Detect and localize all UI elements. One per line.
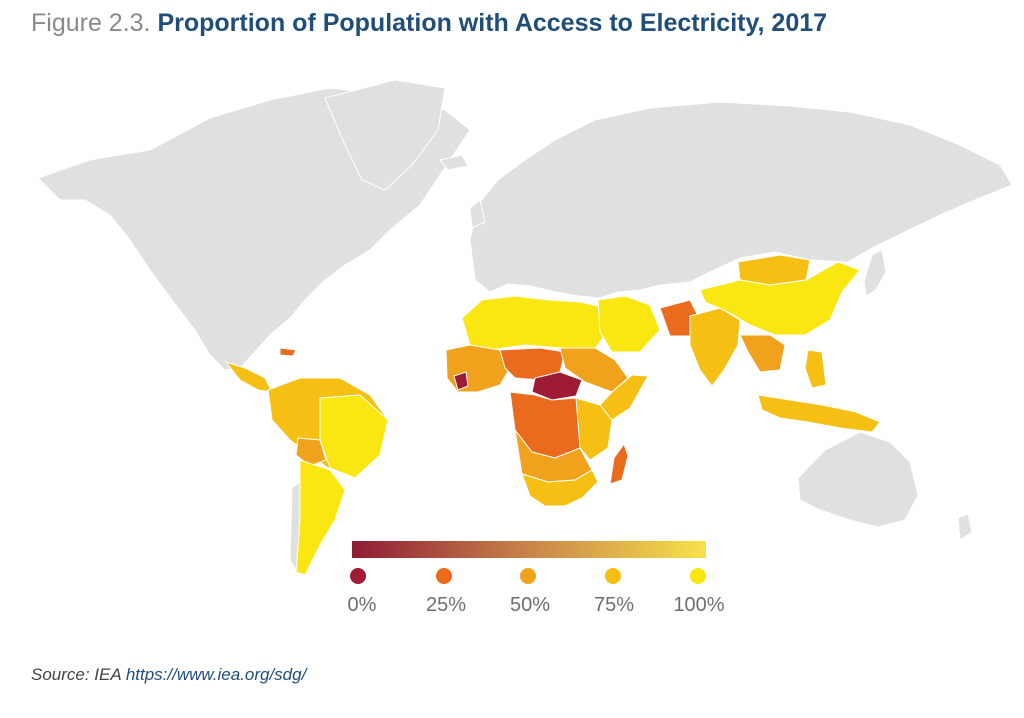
source-link[interactable]: https://www.iea.org/sdg/	[125, 665, 307, 684]
region-philippines	[804, 349, 827, 389]
legend-dot-25	[436, 568, 452, 584]
legend-label-0: 0%	[347, 594, 377, 616]
region-southern-south-america	[295, 459, 346, 576]
region-greenland	[324, 79, 446, 191]
region-uk	[469, 199, 486, 229]
legend-dot-75	[605, 568, 621, 584]
region-madagascar	[609, 442, 629, 485]
region-north-africa	[461, 295, 606, 351]
region-south-sudan	[531, 371, 583, 401]
legend-label-50: 50%	[509, 594, 551, 616]
region-southeast-asia	[739, 334, 786, 373]
region-new-zealand	[957, 513, 973, 541]
region-india	[689, 307, 741, 387]
legend-dot-100	[690, 568, 706, 584]
region-middle-east	[597, 295, 661, 353]
figure-title: Figure 2.3. Proportion of Population wit…	[31, 9, 827, 38]
legend-label-100: 100%	[673, 594, 725, 616]
asia-regions	[597, 254, 881, 433]
legend-dot-0	[350, 568, 366, 584]
region-bolivia	[295, 437, 327, 467]
legend-dot-50	[520, 568, 536, 584]
region-caribbean	[279, 347, 297, 357]
legend-label-25: 25%	[425, 594, 467, 616]
region-japan	[863, 249, 887, 297]
region-china	[699, 261, 861, 336]
americas-regions	[224, 347, 389, 576]
figure-number: Figure 2.3.	[31, 9, 151, 37]
africa-regions	[445, 295, 649, 507]
region-sierra-leone	[453, 371, 469, 391]
region-australia	[797, 431, 919, 528]
source-label: Source: IEA	[31, 665, 122, 684]
region-indonesia	[757, 394, 881, 433]
region-central-america	[224, 361, 273, 393]
legend-label-75: 75%	[593, 594, 635, 616]
region-eurasia	[469, 101, 1013, 299]
region-southern-africa	[521, 469, 599, 507]
source-note: Source: IEA https://www.iea.org/sdg/	[31, 665, 306, 685]
legend-gradient-bar	[352, 541, 706, 558]
no-data-regions	[37, 79, 1013, 572]
region-iceland	[439, 154, 469, 171]
figure-heading: Proportion of Population with Access to …	[157, 9, 828, 37]
